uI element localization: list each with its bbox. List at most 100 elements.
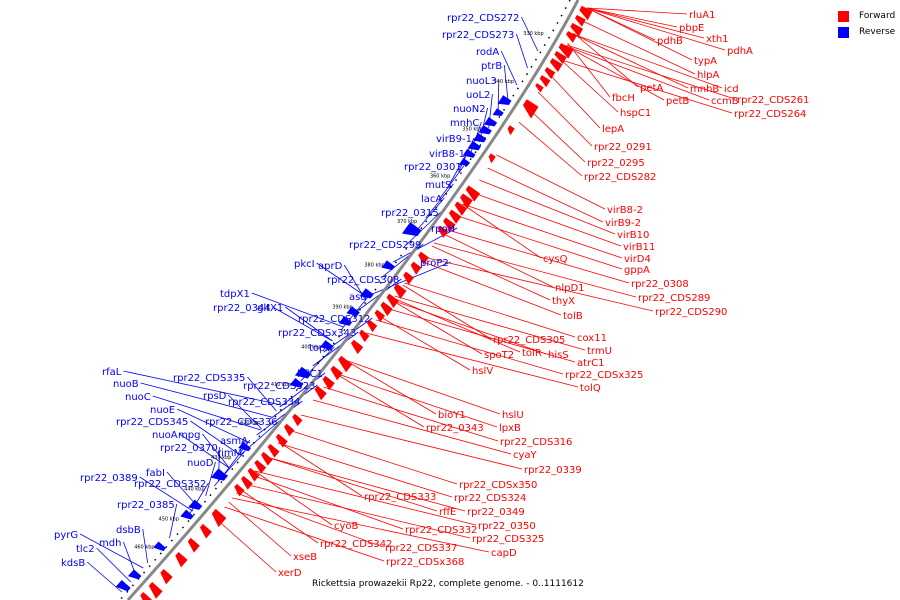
reverse-label-leader bbox=[86, 561, 123, 593]
reverse-gene-label: rpr22_CDS272 bbox=[447, 13, 519, 24]
forward-gene-label: tolB bbox=[563, 311, 583, 322]
legend: Forward Reverse bbox=[838, 8, 895, 40]
forward-gene-label: pdhB bbox=[657, 36, 683, 47]
forward-gene-arrow bbox=[535, 83, 544, 93]
reverse-gene-label: rpr22_0370 bbox=[160, 443, 218, 454]
forward-gene-label: rpr22_CDSx368 bbox=[386, 557, 464, 568]
forward-gene-label: lpxB bbox=[499, 423, 521, 434]
reverse-gene-label: rpr22_CDS334 bbox=[228, 397, 300, 408]
reverse-gene-arrow bbox=[492, 108, 504, 117]
forward-gene-label: atrC1 bbox=[577, 358, 605, 369]
forward-gene-arrow bbox=[148, 581, 163, 599]
forward-gene-label: lepA bbox=[602, 124, 624, 135]
forward-label-leader bbox=[385, 307, 576, 363]
forward-label-leader bbox=[365, 332, 579, 388]
forward-gene-arrow bbox=[575, 14, 586, 27]
reverse-label-leader bbox=[79, 533, 144, 569]
forward-gene-arrow bbox=[570, 22, 584, 37]
forward-gene-label: thyX bbox=[552, 296, 575, 307]
forward-gene-arrow bbox=[437, 225, 449, 238]
forward-gene-label: xseB bbox=[293, 552, 317, 563]
reverse-gene-label: nuoD bbox=[187, 458, 214, 469]
reverse-gene-label: rpr22_CDS352 bbox=[134, 479, 206, 490]
forward-gene-arrow bbox=[254, 459, 267, 474]
forward-gene-arrow bbox=[261, 451, 273, 466]
reverse-gene-label: mnhC bbox=[450, 118, 479, 129]
map-caption: Rickettsia prowazekii Rp22, complete gen… bbox=[312, 579, 584, 589]
forward-label-leader bbox=[420, 260, 562, 316]
reverse-gene-label: rpr22_CDS308 bbox=[327, 275, 399, 286]
forward-label-leader bbox=[344, 359, 437, 415]
forward-label-leader bbox=[300, 414, 523, 470]
forward-gene-label: rpr22_0308 bbox=[631, 279, 689, 290]
forward-label-leader bbox=[565, 45, 665, 101]
forward-label-leader bbox=[586, 7, 693, 61]
reverse-gene-label: mpg bbox=[178, 430, 200, 441]
forward-label-leader bbox=[527, 107, 586, 163]
reverse-gene-arrow bbox=[497, 95, 512, 105]
legend-forward-swatch bbox=[838, 10, 849, 22]
reverse-gene-arrow bbox=[473, 133, 487, 143]
forward-gene-arrow bbox=[351, 339, 364, 355]
forward-label-leader bbox=[277, 442, 453, 498]
reverse-label-leader bbox=[166, 471, 198, 507]
reverse-label-leader bbox=[316, 262, 367, 298]
reverse-gene-arrow bbox=[458, 158, 470, 166]
forward-gene-label: spoT2 bbox=[484, 350, 514, 361]
tick-label: 430 kbp bbox=[211, 455, 231, 461]
reverse-gene-label: rpr22_CDS299 bbox=[349, 240, 421, 251]
forward-gene-arrow bbox=[366, 319, 378, 333]
forward-label-leader bbox=[573, 32, 639, 88]
forward-label-leader bbox=[434, 242, 637, 298]
forward-gene-label: rpr22_CDS264 bbox=[734, 109, 806, 120]
forward-gene-arrow bbox=[418, 251, 429, 265]
forward-label-leader bbox=[518, 121, 583, 177]
reverse-gene-label: ptrB bbox=[481, 61, 502, 72]
reverse-label-leader bbox=[272, 306, 333, 342]
forward-gene-label: capD bbox=[491, 548, 517, 559]
forward-gene-arrow bbox=[330, 365, 343, 381]
forward-gene-label: rpr22_0339 bbox=[524, 465, 582, 476]
forward-gene-label: virD4 bbox=[624, 254, 651, 265]
forward-gene-arrow bbox=[322, 375, 335, 391]
forward-gene-arrow bbox=[314, 385, 327, 401]
tick-label: 380 kbp bbox=[364, 263, 384, 269]
reverse-label-leader bbox=[404, 211, 442, 247]
forward-gene-arrow bbox=[338, 355, 353, 373]
reverse-gene-arrow bbox=[153, 541, 167, 552]
forward-gene-arrow bbox=[488, 153, 496, 164]
forward-label-leader bbox=[402, 284, 492, 340]
reverse-label-leader bbox=[176, 408, 251, 444]
reverse-gene-arrow bbox=[188, 499, 203, 510]
forward-label-leader bbox=[454, 214, 623, 270]
reverse-gene-label: aprD bbox=[318, 261, 343, 272]
forward-gene-label: trmU bbox=[587, 346, 612, 357]
legend-forward-label: Forward bbox=[859, 11, 896, 21]
reverse-label-leader bbox=[205, 461, 216, 497]
forward-gene-arrow bbox=[410, 261, 422, 275]
reverse-gene-label: asmA bbox=[220, 436, 248, 447]
forward-gene-arrow bbox=[579, 5, 593, 21]
reverse-gene-arrow bbox=[238, 441, 252, 452]
reverse-label-leader bbox=[152, 395, 261, 431]
reverse-gene-label: rpr22_0389 bbox=[80, 473, 138, 484]
forward-gene-label: tolR bbox=[522, 348, 542, 359]
reverse-label-leader bbox=[521, 16, 539, 52]
forward-gene-arrow bbox=[393, 283, 407, 299]
reverse-gene-label: tdpX1 bbox=[220, 289, 250, 300]
forward-label-leader bbox=[334, 372, 498, 428]
forward-gene-label: rpr22_CDS325 bbox=[472, 534, 544, 545]
forward-label-leader bbox=[232, 497, 490, 553]
reverse-gene-label: pkcI bbox=[294, 259, 315, 270]
forward-gene-label: nlpD1 bbox=[555, 283, 585, 294]
forward-gene-label: petB bbox=[666, 96, 689, 107]
forward-gene-arrow bbox=[267, 443, 280, 458]
forward-gene-label: rpr22_CDS333 bbox=[364, 492, 436, 503]
tick-label: 330 kbp bbox=[523, 31, 543, 37]
reverse-label-leader bbox=[187, 482, 209, 518]
legend-reverse-swatch bbox=[838, 26, 849, 38]
reverse-label-leader bbox=[516, 33, 528, 69]
reverse-label-leader bbox=[140, 382, 272, 418]
reverse-label-leader bbox=[438, 165, 465, 201]
